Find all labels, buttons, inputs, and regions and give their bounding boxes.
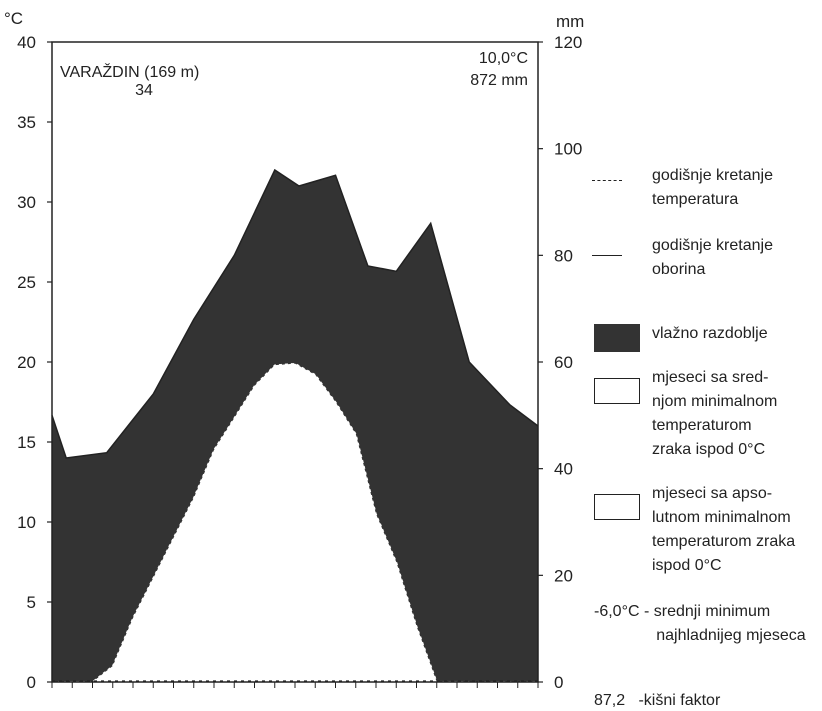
left-tick-label: 30: [17, 193, 36, 212]
right-tick-label: 100: [554, 140, 582, 159]
right-tick-label: 120: [554, 33, 582, 52]
left-tick-label: 10: [17, 513, 36, 532]
mean-temperature: 10,0°C: [479, 50, 528, 67]
right-axis-ticks: 0 20 40 60 80 100 120: [538, 33, 582, 692]
right-tick-label: 60: [554, 353, 573, 372]
right-tick-label: 80: [554, 246, 573, 265]
left-tick-label: 35: [17, 113, 36, 132]
left-tick-label: 40: [17, 33, 36, 52]
left-tick-label: 5: [27, 593, 36, 612]
left-tick-label: 0: [27, 673, 36, 692]
humid-period-swatch: [594, 324, 640, 352]
right-tick-label: 40: [554, 460, 573, 479]
legend-solid-line-icon: [592, 255, 622, 256]
right-tick-label: 20: [554, 566, 573, 585]
legend-mean-min-below-zero: mjeseci sa sred- njom minimalnom tempera…: [652, 366, 777, 462]
right-axis-unit: mm: [556, 12, 584, 31]
humid-period-layer: [52, 170, 538, 682]
left-axis-ticks: 0 5 10 15 20 25 30 35 40: [17, 33, 52, 692]
legend-humid-period: vlažno razdoblje: [652, 322, 768, 346]
legend-dashed-line-icon: [592, 180, 622, 181]
station-number: 34: [135, 82, 153, 99]
legend-precipitation-line: godišnje kretanje oborina: [652, 234, 773, 282]
station-name: VARAŽDIN (169 m): [60, 62, 199, 81]
left-axis-unit: °C: [4, 9, 23, 28]
left-tick-label: 15: [17, 433, 36, 452]
abs-min-swatch: [594, 494, 640, 520]
legend-abs-min-below-zero: mjeseci sa apso- lutnom minimalnom tempe…: [652, 482, 795, 578]
humid-period-area: [52, 170, 538, 682]
left-tick-label: 25: [17, 273, 36, 292]
legend-temperature-line: godišnje kretanje temperatura: [652, 164, 773, 212]
legend-rain-factor: 87,2 -kišni faktor: [594, 692, 720, 710]
right-tick-label: 0: [554, 673, 563, 692]
month-ticks: [52, 682, 538, 688]
left-tick-label: 20: [17, 353, 36, 372]
mean-min-swatch: [594, 378, 640, 404]
legend-mean-min-coldest: -6,0°C - srednji minimum najhladnijeg mj…: [594, 600, 806, 648]
annual-precipitation: 872 mm: [470, 72, 528, 89]
